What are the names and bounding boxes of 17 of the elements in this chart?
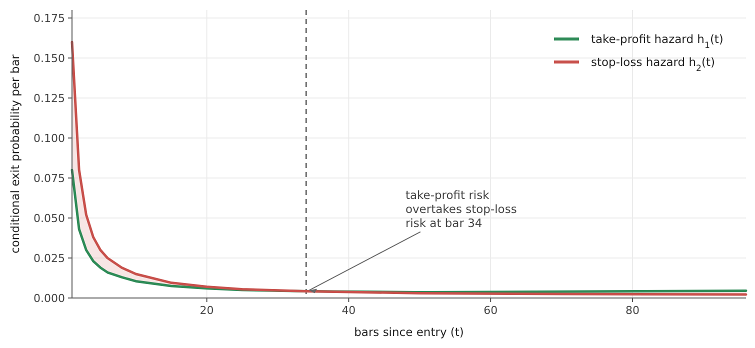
- y-tick-label: 0.000: [34, 292, 65, 305]
- y-axis-title: conditional exit probability per bar: [8, 54, 22, 254]
- y-tick-label: 0.050: [34, 212, 65, 225]
- y-tick-label: 0.150: [34, 52, 65, 65]
- y-tick-label: 0.075: [34, 172, 65, 185]
- y-tick-label: 0.025: [34, 252, 65, 265]
- x-axis-title: bars since entry (t): [354, 325, 464, 339]
- x-tick-label: 20: [200, 304, 214, 317]
- legend-label: take-profit hazard h$_{1}$(t): [591, 32, 724, 51]
- y-tick-label: 0.125: [34, 92, 65, 105]
- y-tick-label: 0.175: [34, 12, 65, 25]
- legend-label: stop-loss hazard h$_{2}$(t): [591, 55, 716, 74]
- annotation: take-profit risk overtakes stop-loss risk at bar 34: [405, 188, 517, 230]
- y-tick-label: 0.100: [34, 132, 65, 145]
- x-tick-label: 60: [484, 304, 498, 317]
- x-tick-label: 80: [625, 304, 640, 317]
- x-tick-label: 40: [342, 304, 356, 317]
